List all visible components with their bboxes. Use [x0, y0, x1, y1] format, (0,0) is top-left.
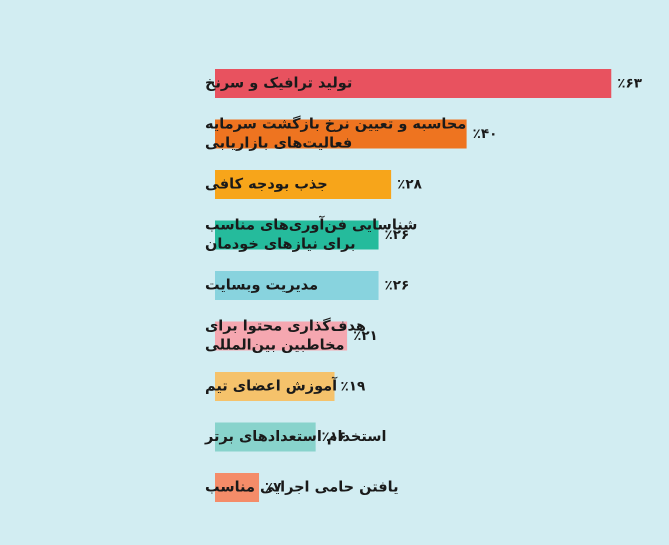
category-label-7: آموزش اعضای تیم [205, 377, 338, 395]
category-label-3: جذب بودجه کافی [205, 177, 328, 193]
value-label-4: ٪۲۶ [385, 227, 410, 243]
category-label-6-line-2: مخاطبین بین‌المللی [205, 338, 345, 354]
category-label-5: مدیریت وبسایت [205, 278, 318, 294]
value-label-9: ٪۷ [265, 480, 282, 496]
value-label-6: ٪۲۱ [353, 328, 378, 344]
category-label-9: یافتن حامی اجرایی مناسب [205, 480, 399, 496]
value-label-3: ٪۲۸ [397, 177, 422, 193]
bars-group [215, 69, 612, 502]
value-label-2: ٪۴۰ [473, 126, 498, 142]
bar-1 [215, 69, 612, 98]
bar-3 [215, 170, 392, 199]
category-label-2-line-1: محاسبه و تعیین نرخ بازگشت سرمایه [205, 115, 466, 133]
value-label-5: ٪۲۶ [385, 278, 410, 294]
bar-4 [215, 220, 379, 250]
category-label-1: تولید ترافیک و سرنخ [205, 76, 352, 92]
value-label-8: ٪۱۶ [322, 429, 347, 445]
bar-7 [215, 372, 335, 401]
category-label-8: استخدام استعدادهای برتر [204, 429, 387, 445]
value-label-1: ٪۶۳ [617, 76, 642, 92]
bar-9 [215, 473, 260, 502]
category-label-6-line-1: هدف‌گذاری محتوا برای [205, 317, 366, 335]
bar-8 [215, 422, 316, 452]
category-label-4-line-1: شناسایی فن‌آوری‌های مناسب [205, 216, 417, 234]
value-label-7: ٪۱۹ [341, 379, 366, 395]
bar-2 [215, 119, 467, 149]
bar-6 [215, 321, 348, 351]
category-label-2-line-2: فعالیت‌های بازاریابی [205, 136, 352, 152]
category-labels: تولید ترافیک و سرنخ محاسبه و تعیین نرخ با… [204, 76, 466, 496]
bar-5 [215, 271, 379, 300]
category-label-4-line-2: برای نیازهای خودمان [205, 237, 356, 253]
value-labels: ٪۶۳ ٪۴۰ ٪۲۸ ٪۲۶ ٪۲۶ ٪۲۱ ٪۱۹ ٪۱۶ ٪۷ [265, 76, 643, 496]
